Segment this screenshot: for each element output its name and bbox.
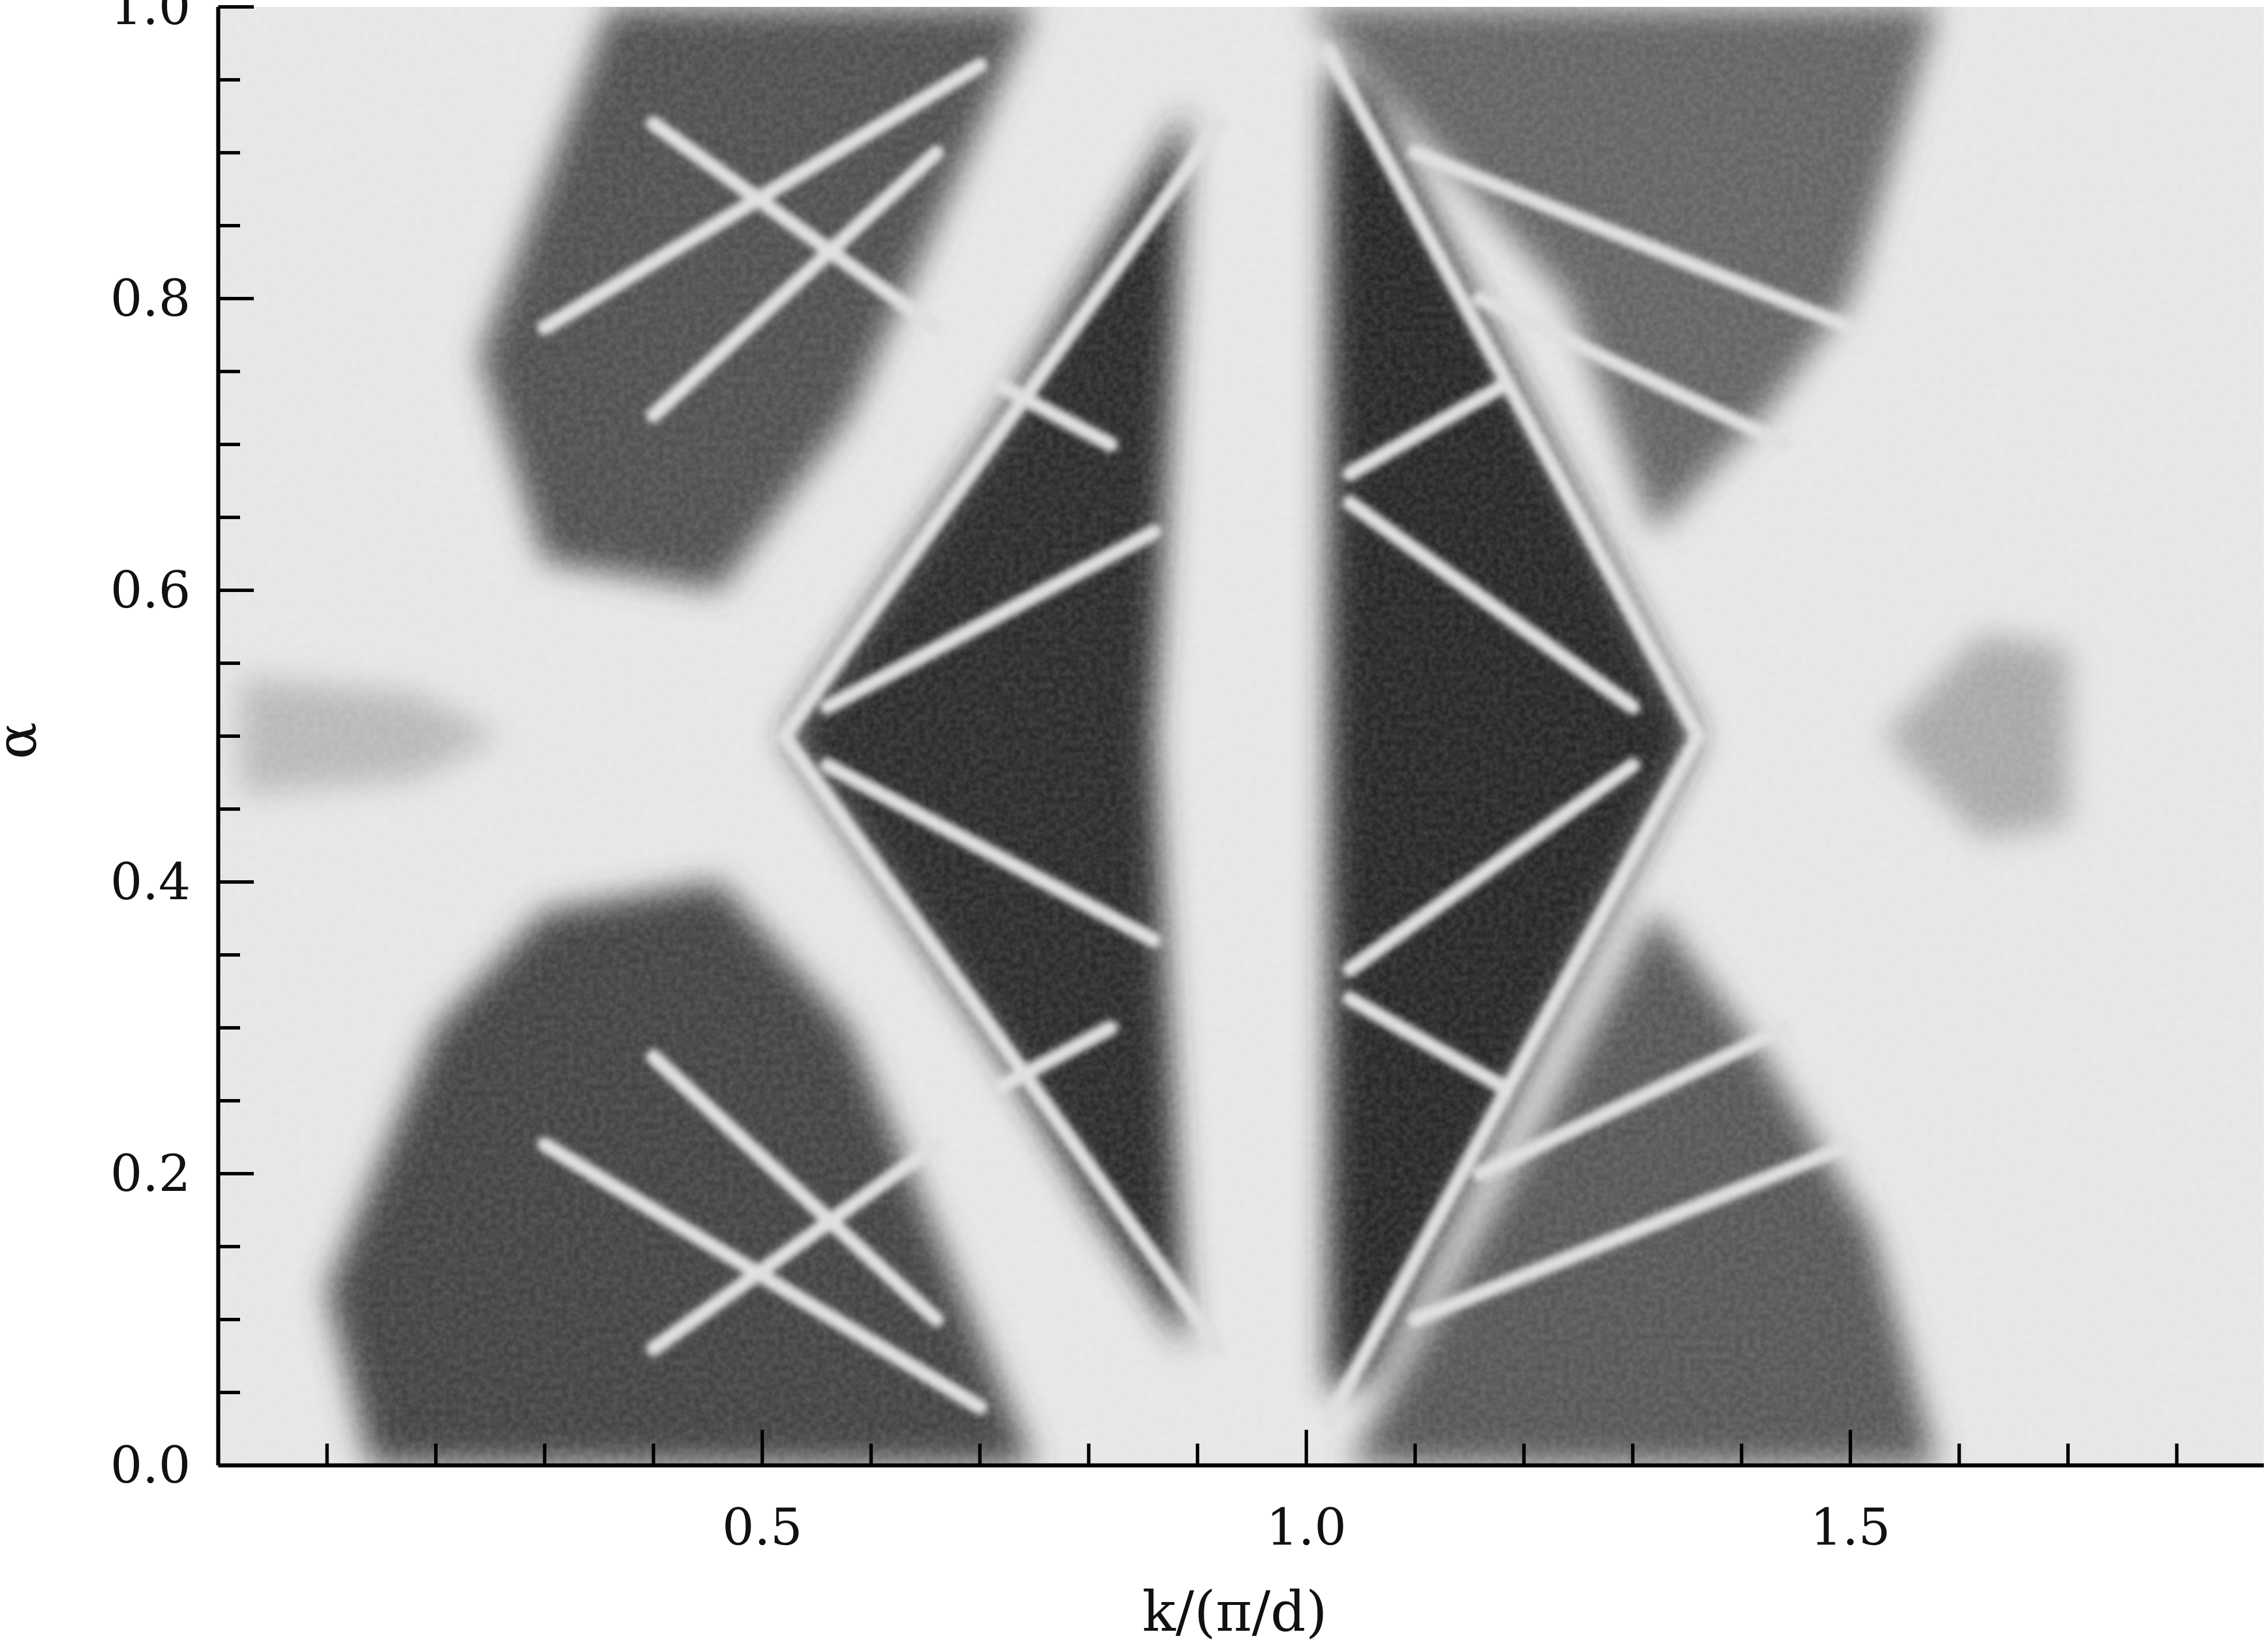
y-tick-label: 0.4	[110, 852, 191, 911]
grain-texture	[218, 7, 2264, 1465]
y-tick-label: 1.0	[110, 0, 191, 36]
y-axis-label: α	[0, 722, 49, 760]
x-tick-label: 1.5	[1810, 1498, 1891, 1557]
grain-overlay	[218, 7, 2264, 1465]
y-tick-label: 0.6	[110, 560, 191, 620]
x-tick-label: 1.0	[1266, 1498, 1347, 1557]
x-axis-label: k/(π/d)	[1142, 1580, 1327, 1644]
y-tick-label: 0.2	[110, 1144, 191, 1203]
y-tick-label: 0.8	[110, 269, 191, 328]
y-tick-label: 0.0	[110, 1436, 191, 1495]
plot-area	[218, 7, 2264, 1465]
x-tick-label: 0.5	[722, 1498, 802, 1557]
